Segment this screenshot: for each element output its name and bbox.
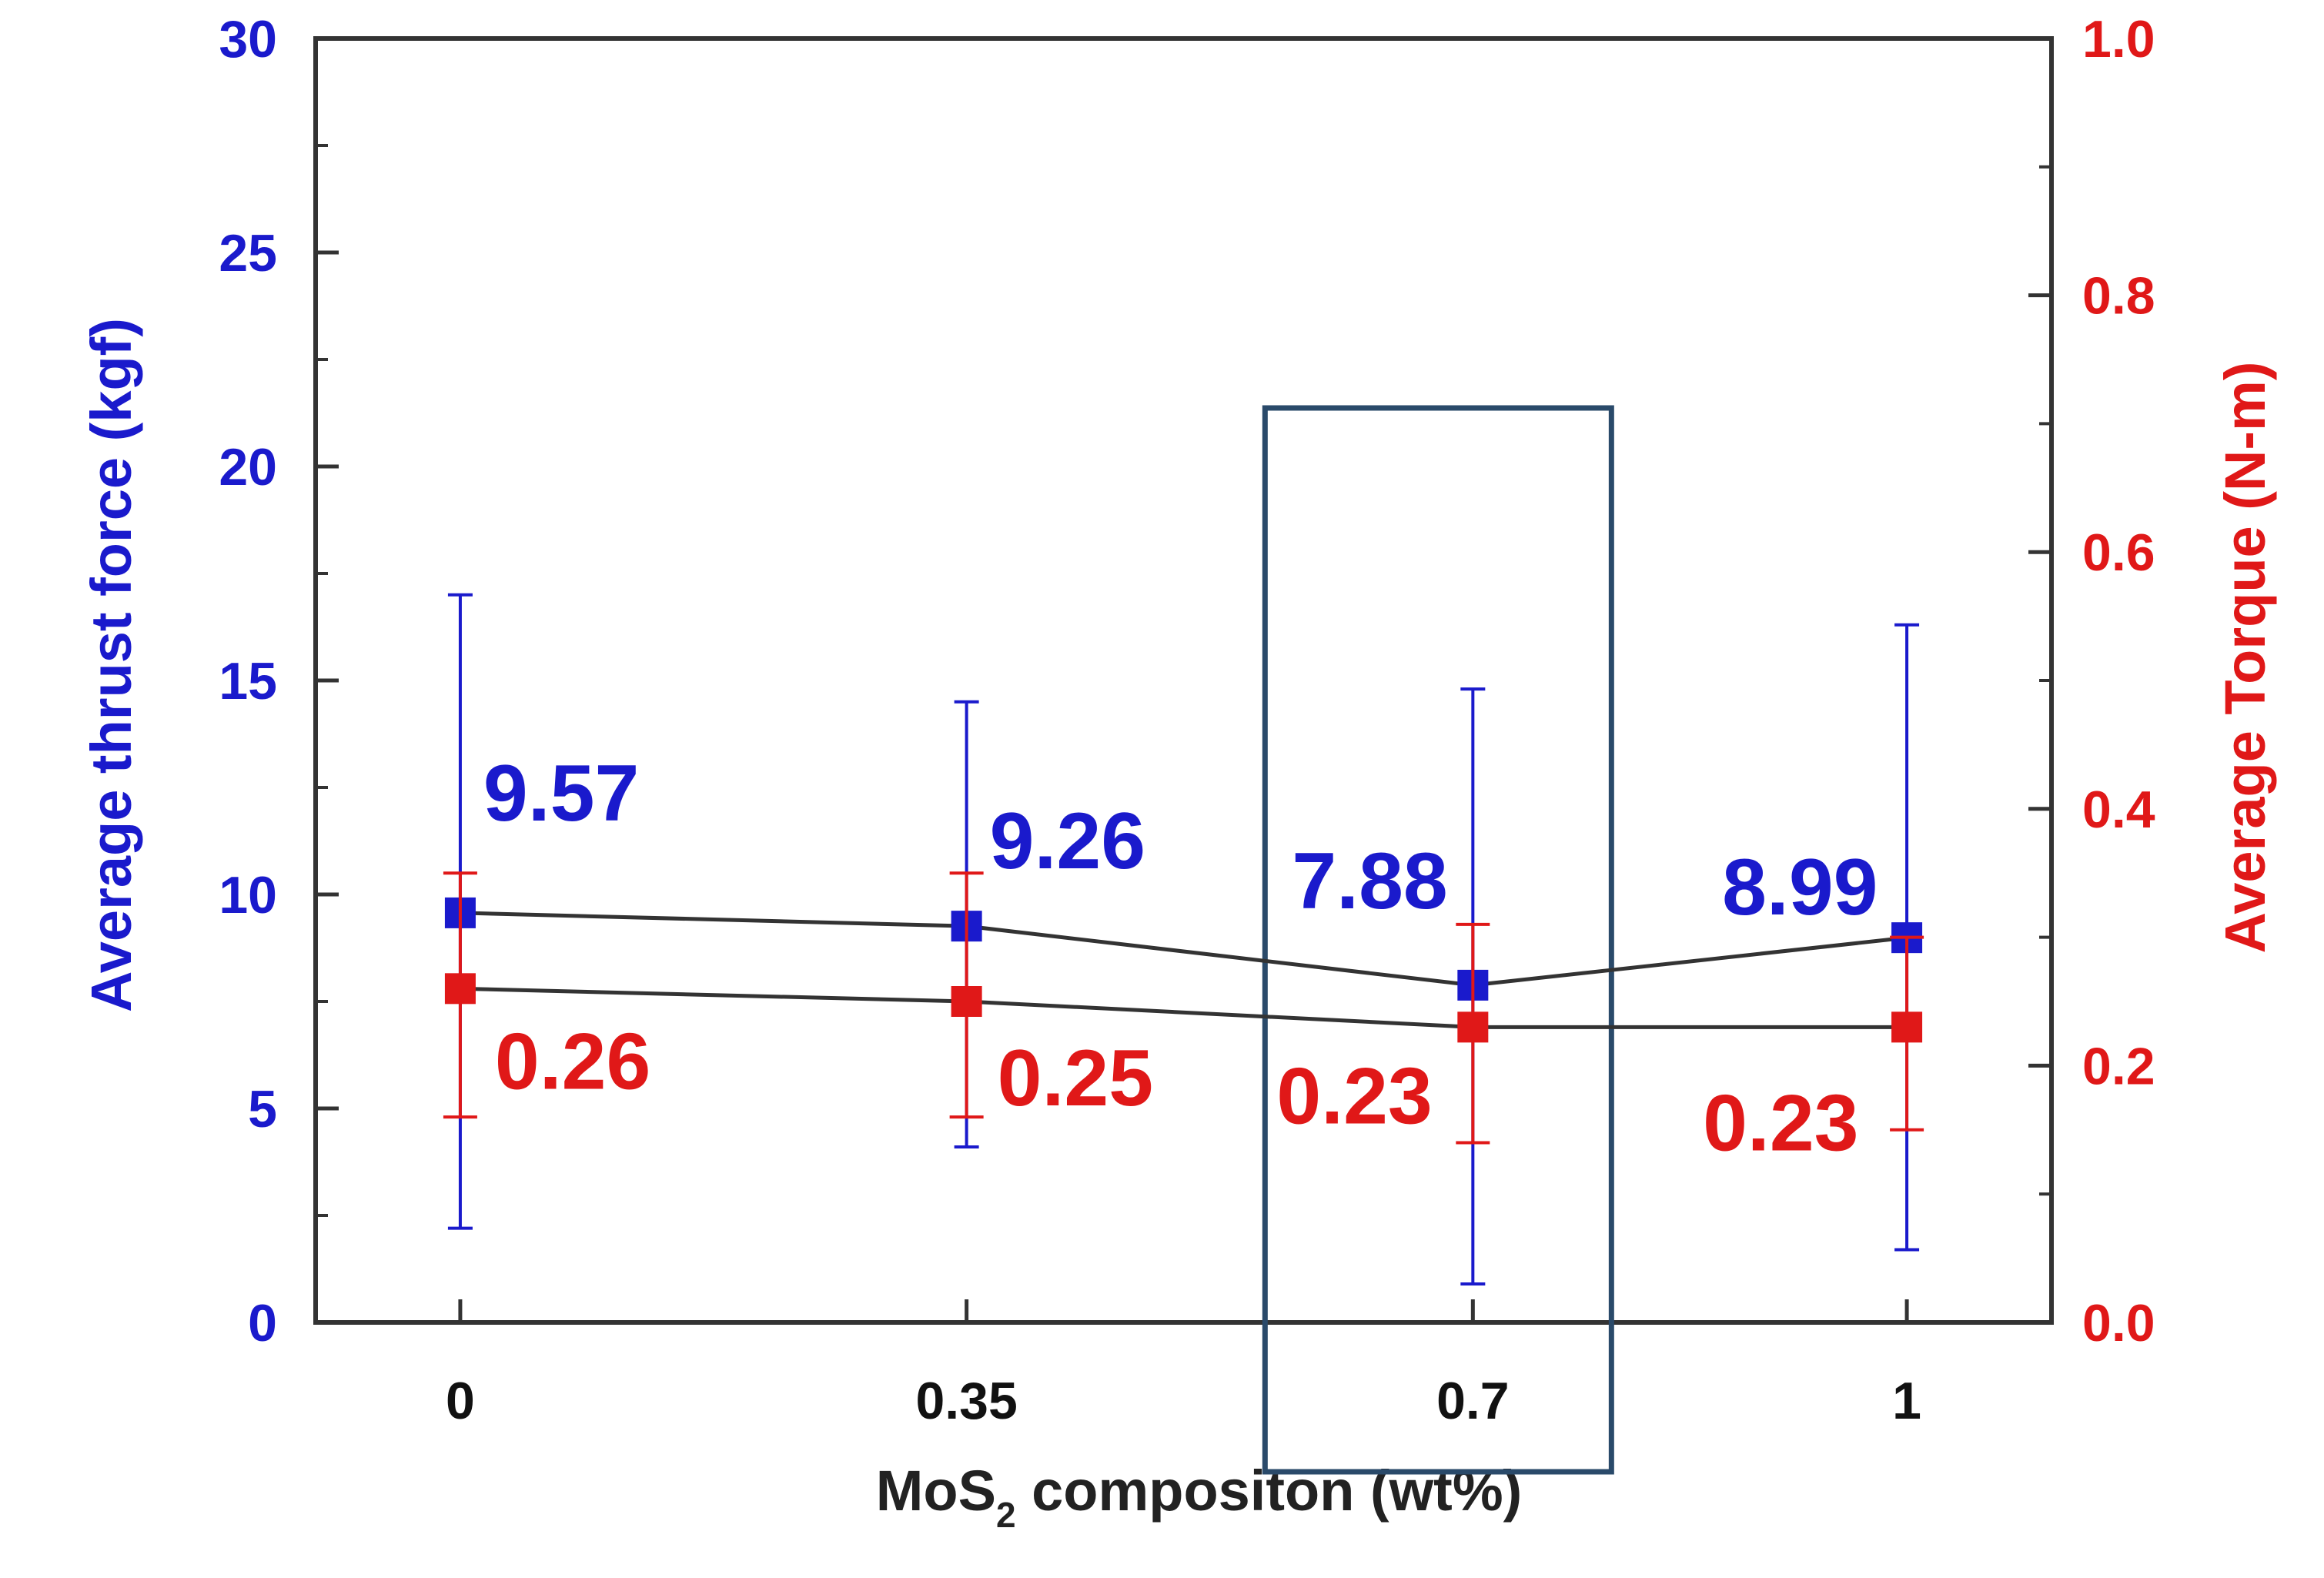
highlight-box xyxy=(1262,405,1614,1475)
left-tick-label: 20 xyxy=(219,438,277,496)
right-tick-label: 0.8 xyxy=(2082,267,2155,326)
right-tick-label: 0.2 xyxy=(2082,1037,2155,1095)
series-left-line xyxy=(460,911,1908,988)
data-label-left: 7.88 xyxy=(1292,837,1447,926)
data-label-right: 0.26 xyxy=(495,1017,650,1106)
right-tick-label: 0.0 xyxy=(2082,1294,2155,1352)
data-label-right: 0.23 xyxy=(1703,1078,1858,1168)
y-left-axis-title: Average thrust force (kgf) xyxy=(79,318,143,1012)
y-right-axis-title: Average Torque (N-m) xyxy=(2213,362,2277,954)
x-tick-label: 0.35 xyxy=(915,1372,1017,1430)
right-tick-label: 1.0 xyxy=(2082,10,2155,69)
left-tick-label: 0 xyxy=(248,1294,277,1352)
left-tick-label: 5 xyxy=(248,1080,277,1138)
x-tick-label: 1 xyxy=(1892,1372,1921,1430)
data-point-right xyxy=(1891,1011,1923,1043)
x-tick-label: 0 xyxy=(446,1372,475,1430)
data-label-right: 0.23 xyxy=(1276,1051,1432,1141)
x-axis-title-prefix: MoS xyxy=(876,1459,996,1523)
left-tick-label: 30 xyxy=(219,10,277,69)
left-tick-label: 25 xyxy=(219,224,277,283)
left-tick-label: 10 xyxy=(219,866,277,924)
data-label-left: 9.57 xyxy=(483,749,639,838)
x-tick-label: 0.7 xyxy=(1436,1372,1510,1430)
x-axis-title-subscript: 2 xyxy=(996,1495,1016,1535)
data-label-left: 8.99 xyxy=(1722,843,1878,932)
x-axis-title-suffix: compositon (wt%) xyxy=(1016,1459,1523,1523)
data-point-right xyxy=(444,973,476,1005)
data-point-right xyxy=(951,986,982,1017)
right-tick-label: 0.6 xyxy=(2082,523,2155,582)
data-label-left: 9.26 xyxy=(990,797,1145,886)
data-label-right: 0.25 xyxy=(998,1034,1153,1123)
data-point-right xyxy=(1457,1011,1489,1043)
series-right-line xyxy=(460,986,1908,1029)
left-tick-label: 15 xyxy=(219,652,277,710)
right-tick-label: 0.4 xyxy=(2082,781,2155,839)
